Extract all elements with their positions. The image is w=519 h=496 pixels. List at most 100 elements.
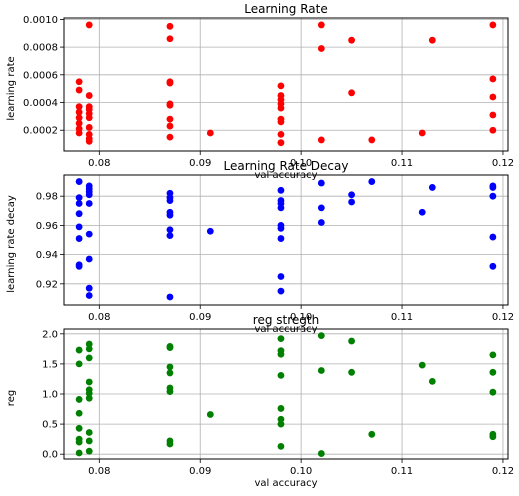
data-point <box>277 82 285 90</box>
data-point <box>166 369 174 377</box>
grid <box>64 175 508 305</box>
data-point <box>85 21 93 29</box>
data-point <box>75 262 83 270</box>
data-point <box>317 136 325 144</box>
y-tick-label: 0.0006 <box>23 70 58 81</box>
chart-title: Learning Rate <box>244 2 327 16</box>
data-point <box>277 405 285 412</box>
y-tick-label: 0.0 <box>42 450 58 461</box>
data-point <box>166 211 174 219</box>
data-point <box>75 346 83 354</box>
data-point <box>489 192 497 200</box>
axes-frame <box>63 174 509 306</box>
data-point <box>85 389 93 397</box>
data-point <box>368 178 376 185</box>
data-point <box>317 332 325 340</box>
data-point <box>348 89 355 97</box>
data-point <box>85 255 93 263</box>
data-point <box>317 367 325 374</box>
data-point <box>75 178 83 185</box>
data-point <box>75 114 83 122</box>
data-point <box>277 139 285 147</box>
y-tick-label: 0.98 <box>36 192 58 203</box>
data-point <box>277 104 285 112</box>
y-tick-label: 0.0004 <box>23 98 58 109</box>
y-tick-label: 2.0 <box>42 329 58 340</box>
data-point <box>75 409 83 417</box>
data-point <box>75 86 83 94</box>
data-point <box>277 350 285 358</box>
data-point <box>277 415 285 423</box>
data-point <box>75 194 83 202</box>
data-point <box>75 78 83 86</box>
data-point <box>489 111 497 119</box>
x-tick-label: 0.12 <box>492 312 514 323</box>
data-point <box>277 235 285 242</box>
data-point <box>75 438 83 446</box>
data-point <box>166 232 174 240</box>
y-axis-label: learning rate <box>6 56 17 120</box>
data-point <box>277 371 285 379</box>
data-point <box>206 411 214 418</box>
y-axis-label: learning rate decay <box>6 195 17 293</box>
x-axis-label: val accuracy <box>254 478 317 489</box>
chart-title: reg stregth <box>253 313 319 327</box>
data-point <box>75 360 83 368</box>
x-tick-label: 0.12 <box>492 158 514 169</box>
data-point <box>348 337 355 345</box>
points <box>75 21 497 147</box>
data-point <box>489 388 497 396</box>
data-point <box>85 345 93 353</box>
y-tick-label: 0.94 <box>36 250 58 261</box>
data-point <box>428 36 436 44</box>
data-point <box>75 235 83 242</box>
data-point <box>348 36 355 44</box>
data-point <box>166 133 174 141</box>
data-point <box>166 122 174 130</box>
data-point <box>489 262 497 270</box>
data-point <box>277 118 285 126</box>
data-point <box>418 129 426 137</box>
data-point <box>206 227 214 235</box>
ticks: 0.08 0.09 0.10 0.11 0.12 0.0 0.5 1.0 1.5 2.0 <box>42 329 514 477</box>
y-tick-label: 0.92 <box>36 279 58 290</box>
data-point <box>85 114 93 122</box>
data-point <box>489 184 497 191</box>
data-point <box>277 204 285 212</box>
data-point <box>166 440 174 448</box>
data-point <box>277 186 285 194</box>
data-point <box>317 450 325 457</box>
y-tick-label: 0.0002 <box>23 126 58 137</box>
data-point <box>166 388 174 395</box>
data-point <box>166 79 174 87</box>
data-point <box>85 284 93 292</box>
x-tick-label: 0.12 <box>492 466 514 477</box>
data-point <box>85 292 93 299</box>
y-tick-label: 1.0 <box>42 390 58 401</box>
data-point <box>206 129 214 137</box>
data-point <box>75 129 83 137</box>
points <box>75 178 497 301</box>
data-point <box>428 377 436 385</box>
data-point <box>75 396 83 403</box>
data-point <box>85 200 93 207</box>
data-point <box>75 210 83 218</box>
data-point <box>489 368 497 376</box>
data-point <box>348 191 355 199</box>
data-point <box>418 361 426 369</box>
data-point <box>489 75 497 83</box>
data-point <box>317 45 325 52</box>
y-tick-label: 0.5 <box>42 420 58 431</box>
data-point <box>489 21 497 29</box>
data-point <box>75 424 83 432</box>
data-point <box>85 447 93 455</box>
data-point <box>368 430 376 438</box>
data-point <box>166 35 174 43</box>
data-point <box>75 108 83 116</box>
data-point <box>277 442 285 450</box>
data-point <box>418 208 426 216</box>
y-axis-label: reg <box>6 390 17 406</box>
x-tick-label: 0.08 <box>88 158 110 169</box>
data-point <box>166 363 174 371</box>
